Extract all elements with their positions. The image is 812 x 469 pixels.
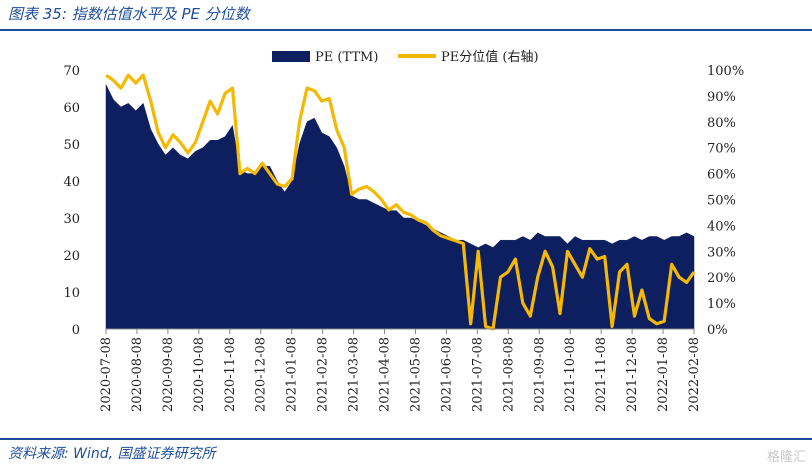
x-tick-label: 2021-03-08 xyxy=(347,337,362,412)
y-right-tick-label: 70% xyxy=(707,142,736,157)
y-right-tick-label: 50% xyxy=(707,194,736,209)
right-axis-ticks: 0% 10% 20% 30% 40% 50% 60% 70% 80% 90% 100% xyxy=(707,64,744,338)
x-tick-label: 2021-04-08 xyxy=(378,337,393,412)
y-right-tick-label: 60% xyxy=(707,168,736,183)
legend-swatch-pe xyxy=(272,51,310,62)
figure-title: 图表 35: 指数估值水平及 PE 分位数 xyxy=(8,5,250,23)
y-right-tick-label: 30% xyxy=(707,245,736,260)
y-left-tick-label: 30 xyxy=(63,212,80,227)
title-divider xyxy=(0,29,812,31)
x-tick-label: 2020-11-08 xyxy=(223,337,238,412)
y-right-tick-label: 40% xyxy=(707,219,736,234)
x-tick-label: 2021-06-08 xyxy=(439,337,454,412)
y-right-tick-label: 90% xyxy=(707,90,736,105)
x-tick-label: 2020-08-08 xyxy=(130,337,145,412)
x-tick-label: 2021-01-08 xyxy=(285,337,300,412)
y-left-tick-label: 0 xyxy=(72,323,80,338)
x-tick-label: 2021-11-08 xyxy=(594,337,609,412)
x-tick-label: 2021-05-08 xyxy=(408,337,423,412)
y-right-tick-label: 0% xyxy=(707,323,728,338)
legend-label-pct: PE分位值 (右轴) xyxy=(441,49,539,65)
x-tick-label: 2021-09-08 xyxy=(532,337,547,412)
watermark: 格隆汇 xyxy=(766,450,806,465)
x-tick-label: 2022-01-08 xyxy=(656,337,671,412)
y-right-tick-label: 100% xyxy=(707,64,744,79)
y-left-tick-label: 70 xyxy=(63,64,80,79)
legend-label-pe: PE (TTM) xyxy=(315,50,378,65)
y-right-tick-label: 20% xyxy=(707,271,736,286)
legend: PE (TTM) PE分位值 (右轴) xyxy=(272,49,539,65)
x-tick-label: 2020-09-08 xyxy=(161,337,176,412)
y-left-tick-label: 40 xyxy=(63,175,80,190)
y-left-tick-label: 10 xyxy=(63,286,80,301)
x-tick-label: 2021-02-08 xyxy=(316,337,331,412)
y-right-tick-label: 80% xyxy=(707,116,736,131)
y-left-tick-label: 60 xyxy=(63,101,80,116)
x-tick-label: 2021-12-08 xyxy=(625,337,640,412)
x-tick-label: 2022-02-08 xyxy=(687,337,702,412)
pe-percentile-line xyxy=(105,73,696,331)
x-tick-label: 2021-10-08 xyxy=(563,337,578,412)
pe-chart: PE (TTM) PE分位值 (右轴) 0 10 20 30 40 50 60 70 0% 10… xyxy=(63,49,744,412)
x-axis-ticks: 2020-07-08 2020-08-08 2020-09-08 2020-10-08… xyxy=(99,329,702,412)
pe-ttm-area xyxy=(105,84,695,330)
y-left-tick-label: 20 xyxy=(63,249,80,264)
x-tick-label: 2020-07-08 xyxy=(99,337,114,412)
y-right-tick-label: 10% xyxy=(707,297,736,312)
plot-area xyxy=(105,73,696,331)
y-left-tick-label: 50 xyxy=(63,138,80,153)
x-tick-label: 2021-08-08 xyxy=(501,337,516,412)
x-tick-label: 2020-10-08 xyxy=(192,337,207,412)
source-note: 资料来源: Wind, 国盛证券研究所 xyxy=(8,446,216,462)
source-divider xyxy=(0,438,812,440)
x-tick-label: 2020-12-08 xyxy=(254,337,269,412)
left-axis-ticks: 0 10 20 30 40 50 60 70 xyxy=(63,64,80,338)
x-tick-label: 2021-07-08 xyxy=(470,337,485,412)
